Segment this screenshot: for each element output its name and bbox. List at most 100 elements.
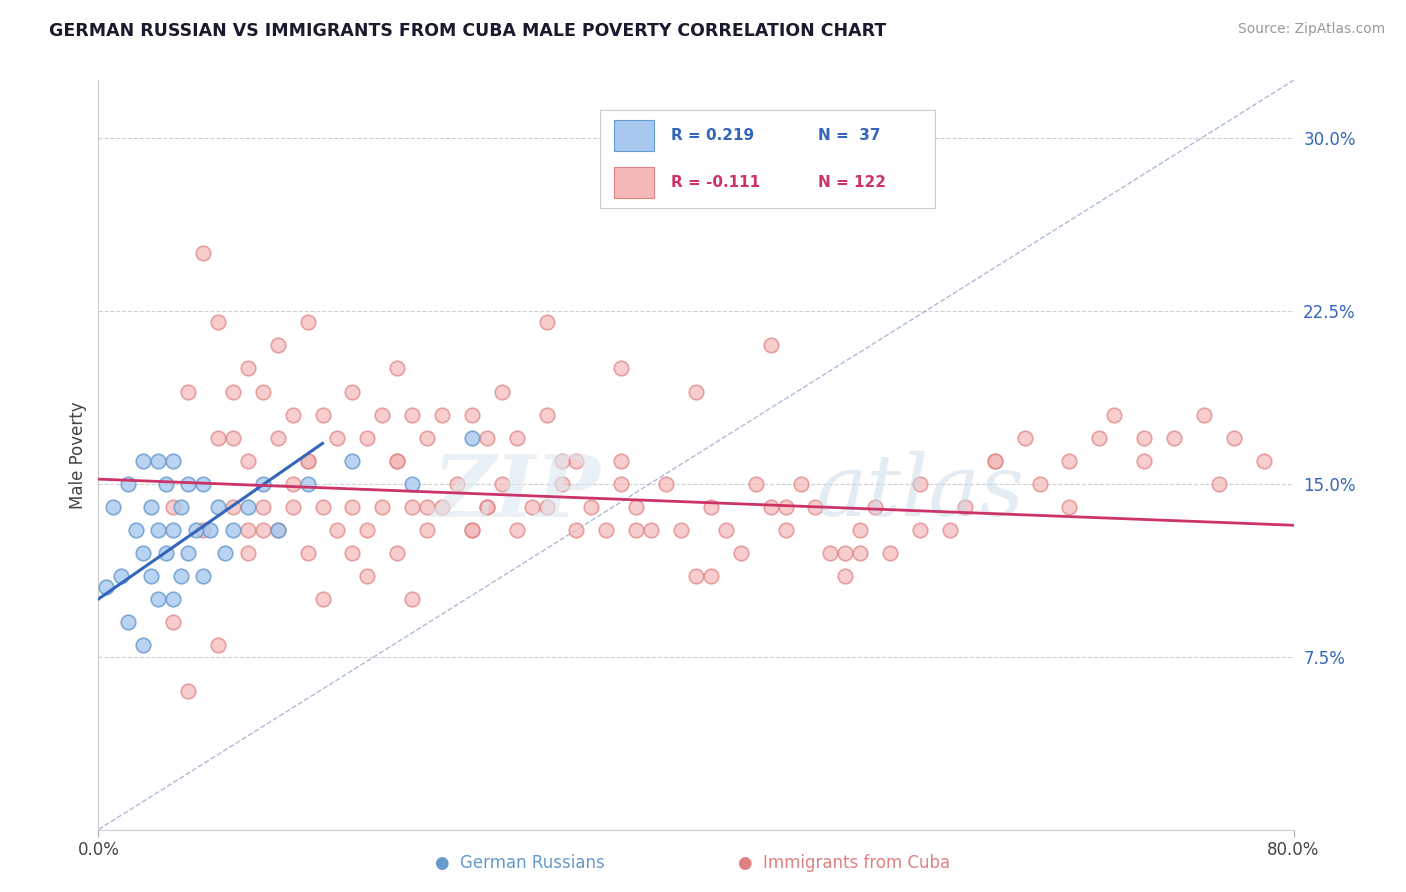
- Point: [430, 408, 453, 422]
- Text: ZIP: ZIP: [433, 450, 600, 534]
- Point: [849, 523, 872, 537]
- Point: [820, 546, 842, 560]
- Point: [475, 500, 498, 514]
- Point: [759, 338, 782, 352]
- Point: [132, 546, 155, 560]
- Point: [148, 453, 170, 467]
- Point: [1028, 476, 1050, 491]
- Point: [640, 523, 662, 537]
- Point: [132, 638, 155, 652]
- Point: [506, 523, 529, 537]
- Point: [416, 500, 439, 514]
- Point: [326, 523, 349, 537]
- Point: [342, 453, 364, 467]
- Point: [536, 500, 558, 514]
- Point: [491, 476, 513, 491]
- Point: [297, 453, 319, 467]
- Point: [125, 523, 148, 537]
- Point: [879, 546, 901, 560]
- Point: [222, 384, 245, 399]
- Point: [700, 500, 723, 514]
- Point: [984, 453, 1007, 467]
- Point: [297, 546, 319, 560]
- Point: [207, 500, 229, 514]
- Point: [311, 408, 333, 422]
- Point: [371, 500, 394, 514]
- Text: Source: ZipAtlas.com: Source: ZipAtlas.com: [1237, 22, 1385, 37]
- Point: [94, 581, 117, 595]
- Point: [326, 431, 349, 445]
- Point: [759, 500, 782, 514]
- Point: [222, 500, 245, 514]
- Point: [1253, 453, 1275, 467]
- Point: [252, 384, 274, 399]
- Point: [267, 338, 290, 352]
- Point: [385, 453, 409, 467]
- Point: [117, 615, 139, 629]
- Point: [103, 500, 125, 514]
- Point: [148, 592, 170, 607]
- Point: [565, 453, 588, 467]
- Point: [1163, 431, 1185, 445]
- Point: [610, 361, 633, 376]
- Point: [184, 523, 207, 537]
- Point: [222, 431, 245, 445]
- Point: [1088, 431, 1111, 445]
- Point: [506, 431, 529, 445]
- Point: [475, 500, 498, 514]
- Point: [461, 523, 484, 537]
- Point: [745, 476, 768, 491]
- Point: [177, 384, 200, 399]
- Point: [446, 476, 468, 491]
- Point: [520, 500, 543, 514]
- Point: [595, 523, 617, 537]
- Point: [148, 523, 170, 537]
- Point: [162, 592, 184, 607]
- Point: [626, 500, 648, 514]
- Point: [191, 476, 214, 491]
- Point: [416, 523, 439, 537]
- Point: [536, 315, 558, 329]
- Point: [655, 476, 678, 491]
- Point: [267, 523, 290, 537]
- Text: ●  German Russians: ● German Russians: [436, 855, 605, 872]
- Point: [430, 500, 453, 514]
- Point: [311, 592, 333, 607]
- Point: [626, 523, 648, 537]
- Point: [730, 546, 752, 560]
- Point: [342, 500, 364, 514]
- Point: [953, 500, 976, 514]
- Point: [342, 384, 364, 399]
- Point: [222, 523, 245, 537]
- Point: [401, 476, 423, 491]
- Point: [267, 523, 290, 537]
- Point: [1014, 431, 1036, 445]
- Point: [1208, 476, 1230, 491]
- Point: [371, 408, 394, 422]
- Point: [834, 569, 856, 583]
- Point: [669, 523, 692, 537]
- Point: [236, 453, 259, 467]
- Point: [162, 453, 184, 467]
- Point: [297, 315, 319, 329]
- Point: [191, 246, 214, 260]
- Point: [1059, 500, 1081, 514]
- Text: GERMAN RUSSIAN VS IMMIGRANTS FROM CUBA MALE POVERTY CORRELATION CHART: GERMAN RUSSIAN VS IMMIGRANTS FROM CUBA M…: [49, 22, 886, 40]
- Point: [939, 523, 962, 537]
- Point: [849, 546, 872, 560]
- Point: [139, 500, 162, 514]
- Point: [1133, 431, 1156, 445]
- Point: [281, 500, 304, 514]
- Point: [342, 546, 364, 560]
- Point: [356, 431, 378, 445]
- Point: [207, 315, 229, 329]
- Point: [297, 476, 319, 491]
- Point: [177, 476, 200, 491]
- Point: [610, 453, 633, 467]
- Point: [685, 569, 707, 583]
- Point: [252, 500, 274, 514]
- Point: [132, 453, 155, 467]
- Text: ●  Immigrants from Cuba: ● Immigrants from Cuba: [738, 855, 949, 872]
- Point: [169, 500, 191, 514]
- Point: [252, 523, 274, 537]
